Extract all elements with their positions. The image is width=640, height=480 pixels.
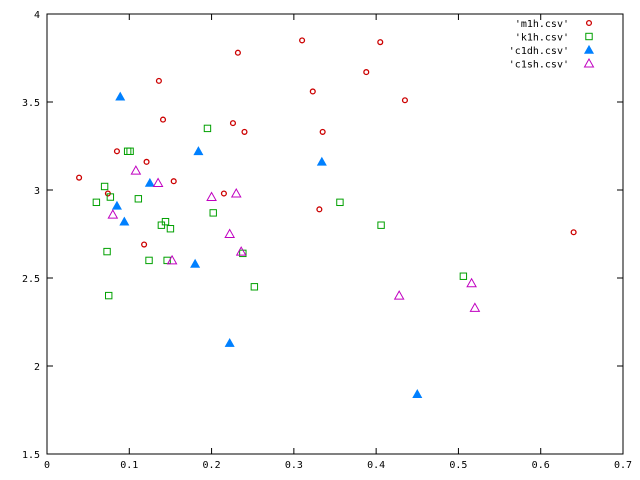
data-point <box>469 302 481 312</box>
data-point <box>155 77 162 84</box>
data-point <box>316 156 327 166</box>
data-point <box>113 148 120 155</box>
data-point <box>105 291 113 300</box>
data-point <box>190 258 201 268</box>
y-tick-label: 2.5 <box>22 274 40 285</box>
x-tick-label: 0.2 <box>203 460 221 471</box>
y-tick-label: 3 <box>34 186 40 197</box>
data-point <box>209 209 217 217</box>
legend: 'm1h.csv' 'k1h.csv' 'c1dh.csv' 'c1sh.csv' <box>509 19 595 71</box>
x-tick-label: 0.5 <box>449 460 467 471</box>
data-point <box>76 174 83 181</box>
data-point <box>412 389 423 398</box>
data-point <box>100 182 109 191</box>
legend-label: 'm1h.csv' <box>515 19 569 30</box>
data-point <box>203 124 212 133</box>
x-tick-label: 0.1 <box>120 460 138 471</box>
data-point <box>230 188 242 198</box>
plot-points <box>76 37 577 398</box>
data-point <box>229 120 237 127</box>
y-tick-label: 4 <box>34 10 40 21</box>
legend-label: 'c1dh.csv' <box>509 46 569 57</box>
data-point <box>166 254 178 265</box>
y-tick-label: 2 <box>34 362 40 373</box>
data-point <box>111 200 122 210</box>
data-point <box>103 247 111 256</box>
x-tick-label: 0.7 <box>614 460 632 471</box>
data-point <box>134 195 143 203</box>
x-tick-label: 0.4 <box>367 460 385 471</box>
data-point <box>106 193 115 201</box>
y-tick-label: 1.5 <box>22 450 40 461</box>
x-tick-label: 0.3 <box>285 460 303 471</box>
series-2 <box>111 91 423 398</box>
data-point <box>299 37 306 44</box>
data-point <box>145 256 153 265</box>
data-point <box>115 91 126 101</box>
data-point <box>170 178 177 185</box>
legend-marker <box>585 19 593 27</box>
data-point <box>166 225 175 233</box>
series-3 <box>107 165 481 312</box>
data-point <box>316 206 323 213</box>
data-point <box>377 221 385 229</box>
legend-marker <box>583 44 595 54</box>
data-point <box>193 146 204 156</box>
legend-label: 'c1sh.csv' <box>509 60 569 71</box>
data-point <box>206 191 217 202</box>
data-point <box>336 198 344 207</box>
data-point <box>144 177 155 187</box>
data-point <box>130 165 142 175</box>
data-point <box>241 128 248 135</box>
y-tick-label: 3.5 <box>22 98 40 109</box>
data-point <box>393 290 405 300</box>
data-point <box>159 116 167 123</box>
data-point <box>401 97 408 104</box>
x-tick-label: 0.6 <box>532 460 550 471</box>
series-1 <box>92 124 468 300</box>
data-point <box>466 277 477 288</box>
axes: 0 0.1 0.2 0.3 0.4 0.5 0.6 0.7 1.5 2 2.5 3 3.5 4 <box>22 10 632 471</box>
data-point <box>224 228 236 238</box>
data-point <box>459 272 468 280</box>
x-tick-label: 0 <box>44 460 50 471</box>
data-point <box>143 158 150 165</box>
data-point <box>319 128 326 135</box>
legend-label: 'k1h.csv' <box>515 33 569 44</box>
data-point <box>309 88 316 95</box>
legend-marker <box>585 32 593 41</box>
data-point <box>377 39 384 46</box>
data-point <box>570 229 577 236</box>
data-point <box>141 241 148 248</box>
data-point <box>107 209 119 219</box>
data-point <box>126 147 134 155</box>
data-point <box>250 283 259 291</box>
data-point <box>235 246 247 256</box>
data-point <box>92 198 101 207</box>
data-point <box>152 177 164 187</box>
data-point <box>234 49 241 56</box>
data-point <box>119 216 130 226</box>
data-point <box>363 69 370 76</box>
data-point <box>224 338 235 347</box>
data-point <box>123 147 132 155</box>
data-point <box>163 256 171 265</box>
data-point <box>220 190 227 197</box>
plot-frame <box>46 13 624 455</box>
legend-marker <box>583 57 595 68</box>
data-point <box>161 217 170 226</box>
series-0 <box>76 37 577 248</box>
